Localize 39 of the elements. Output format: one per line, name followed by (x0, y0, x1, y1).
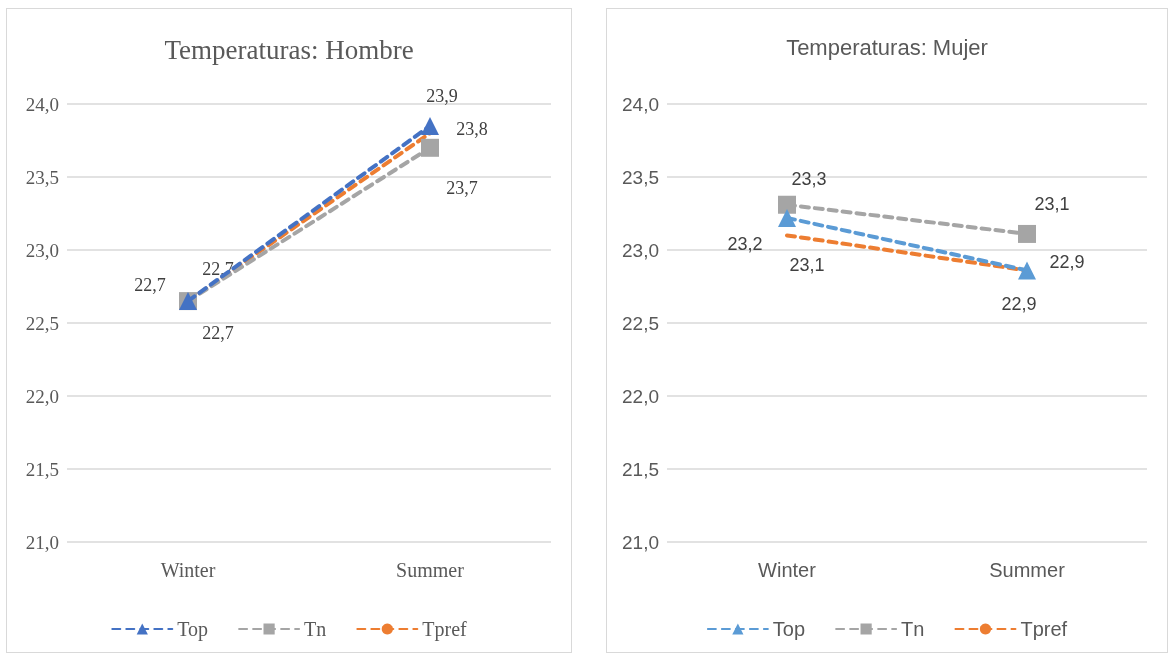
data-label: 23,7 (446, 177, 478, 198)
legend-label: Tpref (422, 618, 468, 641)
x-tick-label: Summer (396, 559, 465, 581)
x-tick-label: Winter (160, 559, 216, 581)
legend-label: Top (177, 618, 209, 641)
y-tick-label: 23,0 (622, 239, 659, 261)
y-tick-label: 22,5 (622, 312, 659, 334)
y-tick-label: 21,5 (622, 458, 659, 480)
chart-title: Temperaturas: Mujer (786, 34, 988, 60)
data-label: 22,9 (1001, 294, 1037, 315)
y-tick-label: 22,0 (25, 385, 59, 407)
point (1018, 224, 1036, 243)
legend-label: Tn (901, 618, 925, 640)
data-label: 22,9 (1049, 252, 1085, 273)
chart-title: Temperaturas: Hombre (164, 34, 414, 65)
x-tick-label: Winter (758, 559, 817, 581)
data-label: 23,9 (426, 85, 458, 106)
y-tick-label: 23,5 (622, 166, 659, 188)
data-label: 23,1 (789, 255, 825, 276)
y-tick-label: 21,0 (25, 531, 59, 553)
legend-label: Top (772, 618, 806, 640)
y-tick-label: 24,0 (622, 93, 659, 115)
y-tick-label: 24,0 (25, 93, 59, 115)
y-tick-label: 23,5 (25, 166, 59, 188)
y-tick-label: 21,5 (25, 458, 59, 480)
x-tick-label: Summer (989, 559, 1066, 581)
legend-label: Tn (304, 618, 327, 640)
y-tick-label: 22,0 (622, 385, 659, 407)
y-tick-label: 23,0 (25, 239, 59, 261)
y-tick-label: 22,5 (25, 312, 59, 334)
data-label: 23,2 (727, 233, 763, 254)
data-label: 23,8 (456, 119, 488, 140)
data-label: 22,7 (202, 323, 234, 344)
data-label: 23,3 (791, 168, 827, 189)
data-label: 23,1 (1034, 193, 1070, 214)
point (421, 138, 439, 157)
data-label: 22,7 (134, 275, 166, 296)
legend-label: Tpref (1020, 618, 1068, 640)
y-tick-label: 21,0 (622, 531, 659, 553)
